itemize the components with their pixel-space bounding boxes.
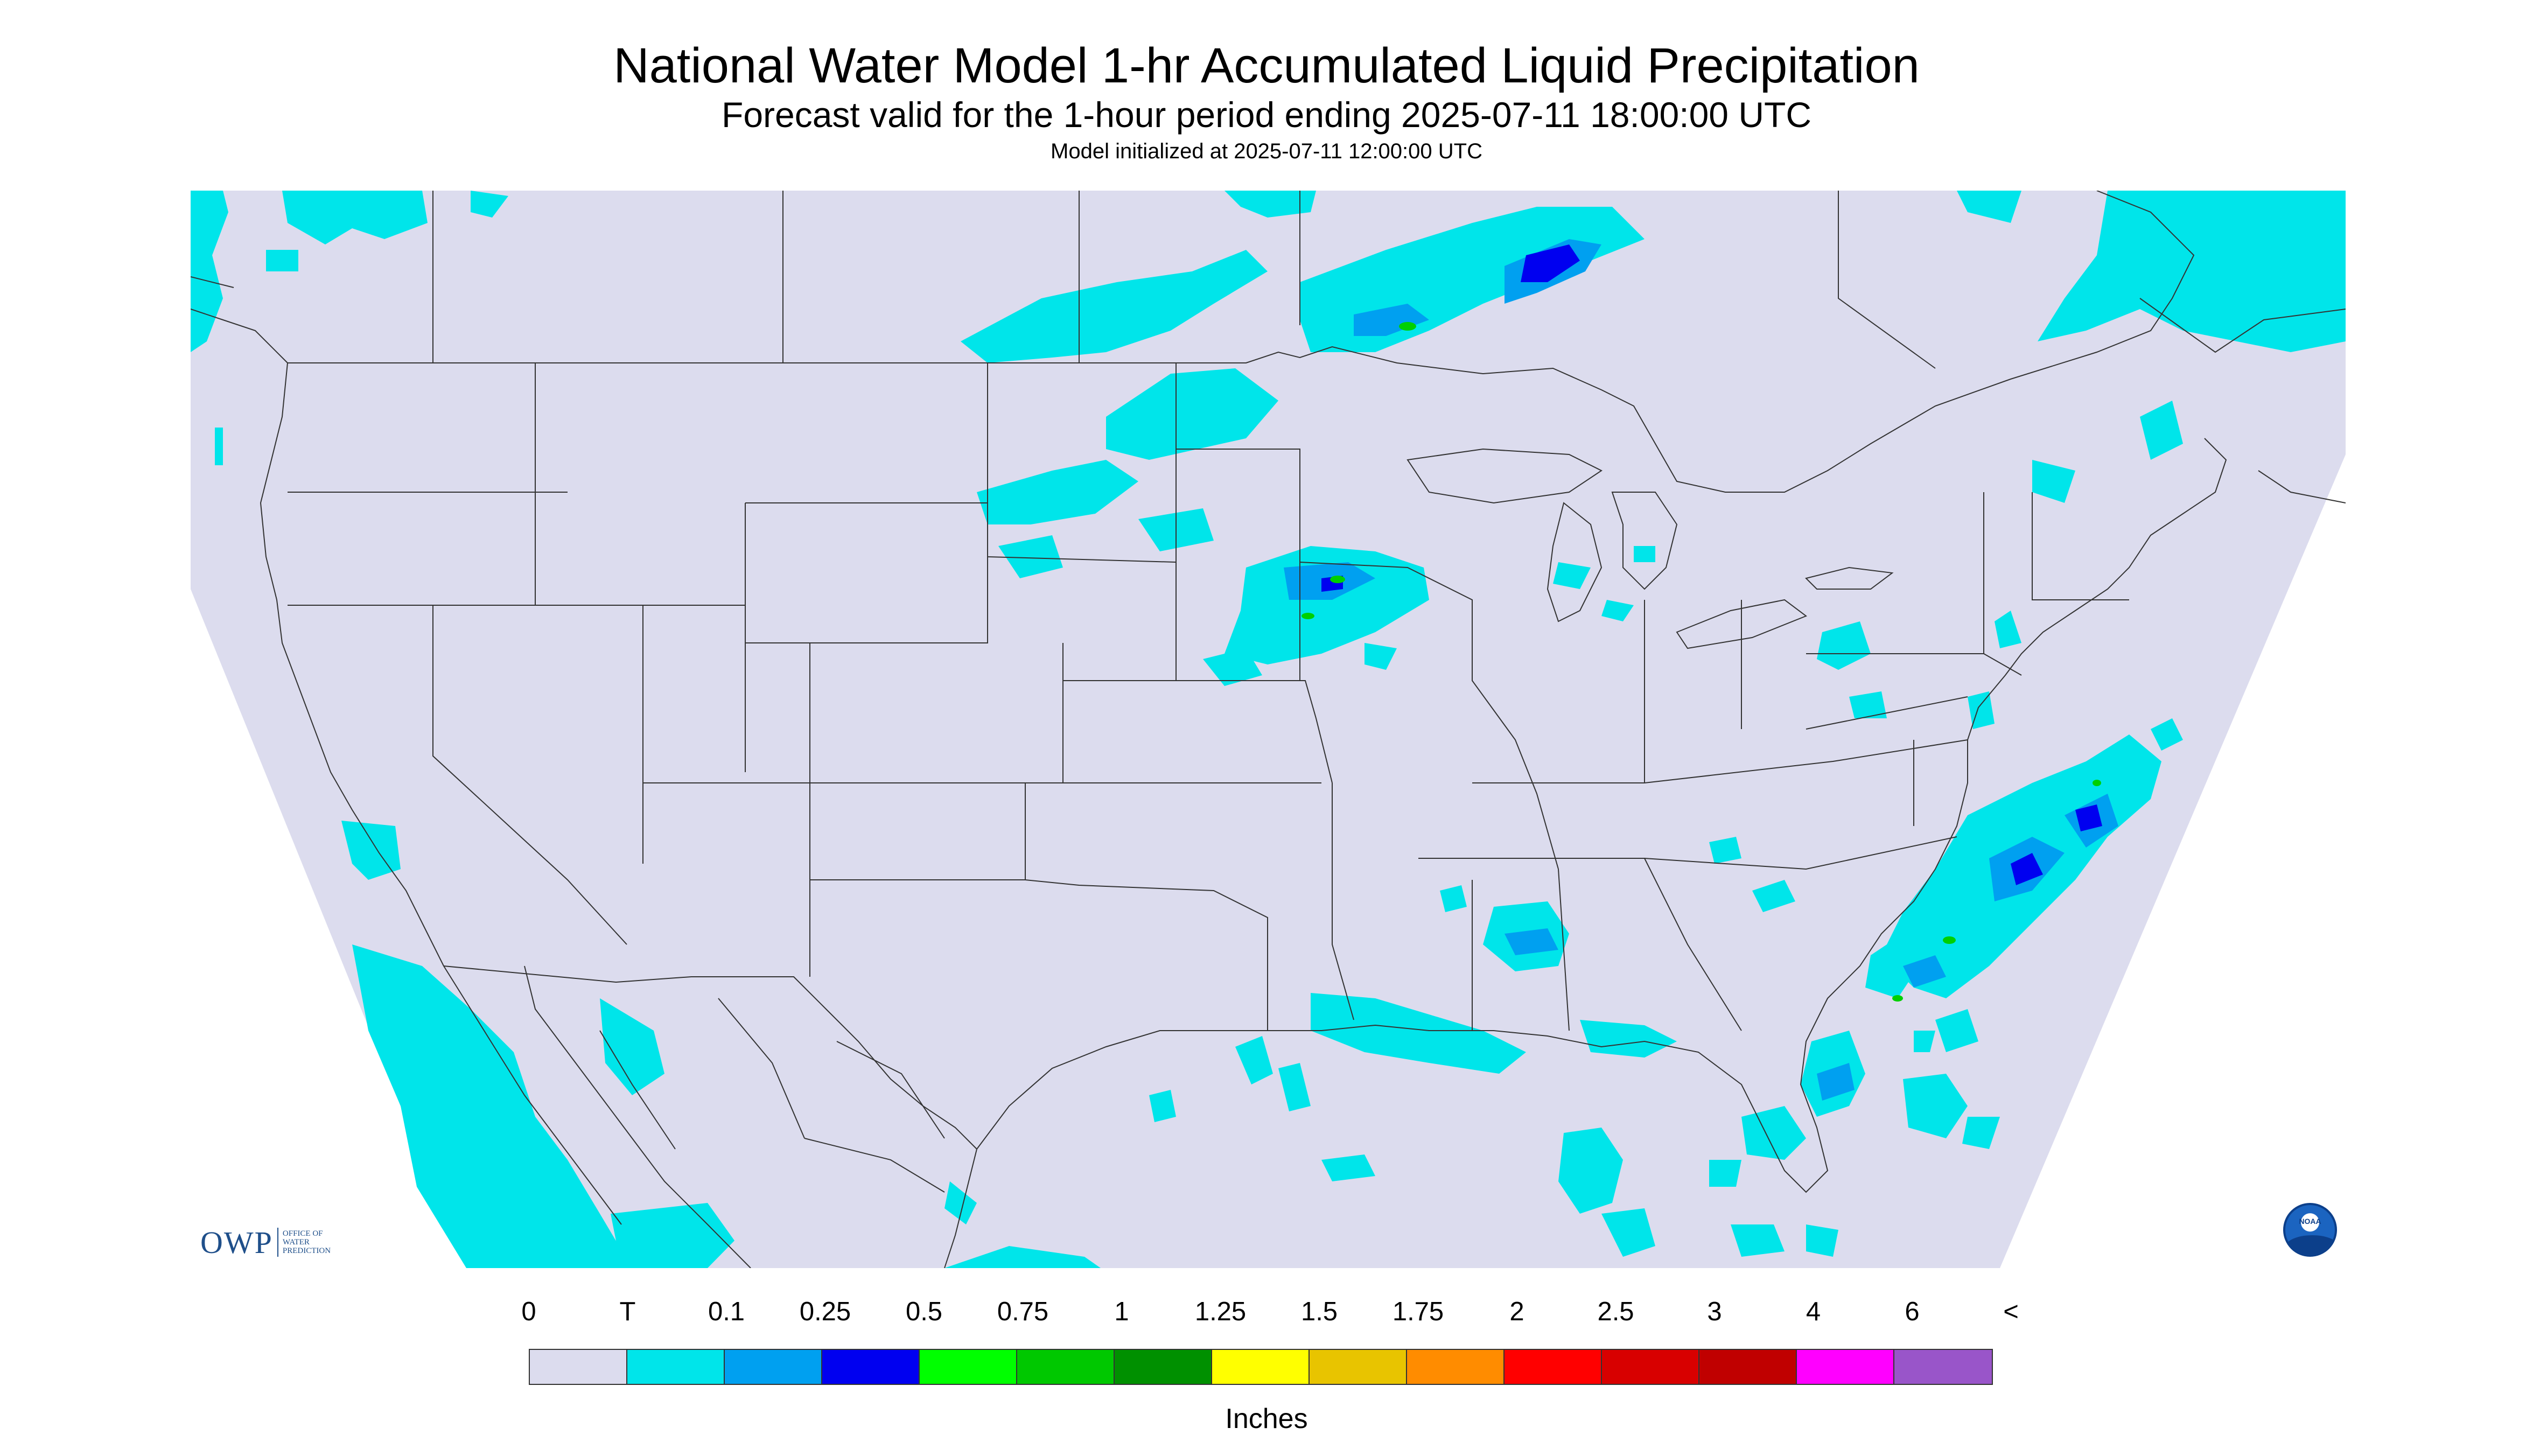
noaa-logo: NOAA	[2283, 1203, 2337, 1257]
map-title: National Water Model 1-hr Accumulated Li…	[613, 38, 1920, 93]
legend-labels: 0 T 0.1 0.25 0.5 0.75 1 1.25 1.5 1.75 2 2.5 3 4 6 <	[0, 1297, 2533, 1334]
legend-swatch	[1310, 1350, 1407, 1384]
legend-label: 1	[1114, 1297, 1129, 1326]
legend-units: Inches	[1225, 1403, 1308, 1434]
legend-swatch	[1505, 1350, 1602, 1384]
pacific-coastline	[260, 362, 444, 967]
legend-label: 1.25	[1194, 1297, 1247, 1326]
legend-label: 0	[521, 1297, 536, 1326]
legend-swatch	[1602, 1350, 1699, 1384]
geographic-boundaries	[191, 191, 2346, 1268]
legend-swatch	[1212, 1350, 1310, 1384]
legend-label: 3	[1707, 1297, 1722, 1326]
legend-label: 4	[1806, 1297, 1821, 1326]
legend-label: 2.5	[1597, 1297, 1634, 1326]
model-domain	[191, 191, 2346, 1268]
legend-swatch	[1894, 1350, 1992, 1384]
map-subtitle: Forecast valid for the 1-hour period end…	[722, 95, 1811, 135]
legend-label: <	[2003, 1297, 2019, 1326]
legend-label: 0.75	[997, 1297, 1049, 1326]
precipitation-map	[191, 191, 2346, 1268]
owp-logo-mark: OWP	[200, 1224, 273, 1260]
legend-label: 2	[1509, 1297, 1524, 1326]
precip-peak-spots	[1302, 322, 2101, 1002]
legend-swatch	[725, 1350, 822, 1384]
legend-swatch	[1797, 1350, 1894, 1384]
owp-logo: OWP OFFICE OF WATER PREDICTION	[200, 1224, 331, 1260]
legend-swatch	[1699, 1350, 1797, 1384]
legend-label: T	[619, 1297, 636, 1326]
legend-swatch	[822, 1350, 920, 1384]
noaa-logo-wave	[2285, 1235, 2335, 1255]
precip-trace-areas	[191, 191, 2346, 1268]
us-canada-border	[288, 191, 2195, 493]
us-mexico-border	[443, 965, 977, 1150]
legend-label: 6	[1905, 1297, 1920, 1326]
legend-label: 0.1	[708, 1297, 745, 1326]
legend-color-bar	[529, 1349, 1993, 1385]
owp-logo-divider	[277, 1228, 278, 1257]
legend-label: 0.5	[905, 1297, 943, 1326]
precip-heavy-areas	[1321, 244, 2102, 885]
legend-label: 1.5	[1300, 1297, 1338, 1326]
gulf-coastline	[976, 438, 2227, 1193]
legend-swatch	[1407, 1350, 1505, 1384]
model-init-line: Model initialized at 2025-07-11 12:00:00…	[1051, 139, 1482, 163]
legend-swatch	[1017, 1350, 1115, 1384]
legend-swatch	[1115, 1350, 1212, 1384]
legend-swatch	[530, 1350, 627, 1384]
legend-swatch	[920, 1350, 1017, 1384]
noaa-logo-text: NOAA	[2299, 1217, 2321, 1226]
great-lakes	[1407, 448, 1603, 504]
baja-coastline	[443, 965, 622, 1225]
legend-label: 0.25	[799, 1297, 851, 1326]
legend-swatch	[627, 1350, 725, 1384]
legend-label: 1.75	[1392, 1297, 1444, 1326]
owp-logo-text: OFFICE OF WATER PREDICTION	[282, 1229, 331, 1255]
